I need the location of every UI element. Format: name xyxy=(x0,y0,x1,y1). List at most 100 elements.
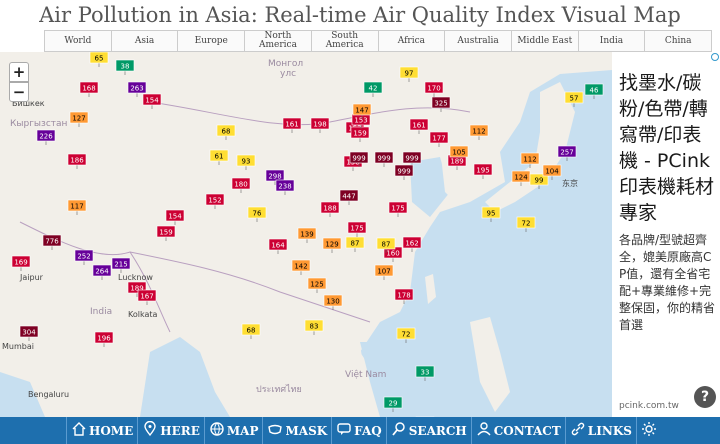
aqi-station-marker[interactable]: 198 xyxy=(310,117,330,133)
aqi-station-marker[interactable]: 178 xyxy=(394,288,414,304)
aqi-station-marker[interactable]: 65 xyxy=(89,52,109,67)
aqi-station-marker[interactable]: 999 xyxy=(394,164,414,180)
nav-tab-north-america[interactable]: North America xyxy=(244,31,311,51)
aqi-station-marker[interactable]: 72 xyxy=(516,216,536,232)
nav-tab-middle-east[interactable]: Middle East xyxy=(510,31,578,51)
toolbar-contact-button[interactable]: CONTACT xyxy=(470,417,565,444)
aqi-station-marker[interactable]: 72 xyxy=(396,327,416,343)
aqi-station-marker[interactable]: 93 xyxy=(236,154,256,170)
aqi-station-marker[interactable]: 159 xyxy=(350,126,370,142)
toolbar-faq-button[interactable]: FAQ xyxy=(331,417,386,444)
nav-tab-asia[interactable]: Asia xyxy=(110,31,178,51)
aqi-station-marker[interactable]: 33 xyxy=(415,365,435,381)
aqi-station-marker[interactable]: 263 xyxy=(127,81,147,97)
nav-tab-australia[interactable]: Australia xyxy=(444,31,511,51)
aqi-station-marker[interactable]: 161 xyxy=(282,117,302,133)
aqi-station-marker[interactable]: 139 xyxy=(297,227,317,243)
ad-headline[interactable]: 找墨水/碳粉/色帶/轉寫帶/印表機 - PCink印表機耗材專家 xyxy=(619,72,715,224)
aqi-map[interactable]: Монгол улс Бишкек Кыргызстан Jaipur Lucknow In… xyxy=(0,52,612,417)
aqi-station-marker[interactable]: 164 xyxy=(268,238,288,254)
ad-panel[interactable]: 找墨水/碳粉/色帶/轉寫帶/印表機 - PCink印表機耗材專家 各品牌/型號超… xyxy=(612,52,720,417)
aqi-station-marker[interactable]: 99 xyxy=(529,173,549,189)
aqi-station-marker[interactable]: 97 xyxy=(399,66,419,82)
toolbar-search-button[interactable]: SEARCH xyxy=(385,417,471,444)
aqi-station-marker[interactable]: 215 xyxy=(111,257,131,273)
aqi-station-marker[interactable]: 264 xyxy=(92,264,112,280)
aqi-station-marker[interactable]: 87 xyxy=(376,237,396,253)
aqi-station-marker[interactable]: 175 xyxy=(388,201,408,217)
aqi-station-marker[interactable]: 57 xyxy=(564,91,584,107)
aqi-station-marker[interactable]: 117 xyxy=(67,199,87,215)
nav-tab-europe[interactable]: Europe xyxy=(177,31,244,51)
ad-domain[interactable]: pcink.com.tw xyxy=(619,401,679,411)
aqi-station-marker[interactable]: 125 xyxy=(307,277,327,293)
toolbar-here-button[interactable]: HERE xyxy=(137,417,204,444)
aqi-station-marker[interactable]: 252 xyxy=(74,249,94,265)
nav-tab-india[interactable]: India xyxy=(577,31,645,51)
aqi-station-marker[interactable]: 105 xyxy=(449,145,469,161)
aqi-station-marker[interactable]: 195 xyxy=(473,163,493,179)
aqi-station-marker[interactable]: 999 xyxy=(349,151,369,167)
aqi-station-marker[interactable]: 68 xyxy=(241,323,261,339)
aqi-station-marker[interactable]: 104 xyxy=(542,164,562,180)
aqi-station-marker[interactable]: 112 xyxy=(520,152,540,168)
aqi-station-marker[interactable]: 999 xyxy=(374,151,394,167)
nav-tab-world[interactable]: World xyxy=(44,31,111,51)
aqi-station-marker[interactable]: 167 xyxy=(137,289,157,305)
aqi-station-marker[interactable]: 162 xyxy=(402,236,422,252)
aqi-station-marker[interactable]: 42 xyxy=(363,81,383,97)
aqi-station-marker[interactable]: 168 xyxy=(79,81,99,97)
aqi-station-marker[interactable]: 189 xyxy=(127,281,147,297)
aqi-station-marker[interactable]: 112 xyxy=(469,124,489,140)
aqi-station-marker[interactable]: 188 xyxy=(320,201,340,217)
aqi-station-marker[interactable]: 152 xyxy=(205,193,225,209)
nav-tab-africa[interactable]: Africa xyxy=(377,31,445,51)
aqi-station-marker[interactable]: 159 xyxy=(156,225,176,241)
aqi-station-marker[interactable]: 177 xyxy=(429,131,449,147)
aqi-station-marker[interactable]: 129 xyxy=(322,237,342,253)
aqi-station-marker[interactable]: 130 xyxy=(323,294,343,310)
nav-tab-south-america[interactable]: South America xyxy=(310,31,378,51)
aqi-station-marker[interactable]: 175 xyxy=(347,221,367,237)
aqi-station-marker[interactable]: 29 xyxy=(383,396,403,412)
aqi-station-marker[interactable]: 776 xyxy=(42,234,62,250)
toolbar-map-button[interactable]: MAP xyxy=(203,417,263,444)
zoom-in-button[interactable]: + xyxy=(9,62,29,82)
aqi-station-marker[interactable]: 154 xyxy=(165,209,185,225)
nav-tab-china[interactable]: China xyxy=(644,31,713,51)
aqi-station-marker[interactable]: 38 xyxy=(115,59,135,75)
aqi-station-marker[interactable]: 161 xyxy=(409,118,429,134)
help-button[interactable]: ? xyxy=(694,386,716,408)
aqi-station-marker[interactable]: 147 xyxy=(352,103,372,119)
aqi-station-marker[interactable]: 257 xyxy=(557,145,577,161)
toolbar-settings-button[interactable] xyxy=(635,417,663,444)
aqi-station-marker[interactable]: 447 xyxy=(339,189,359,205)
aqi-station-marker[interactable]: 325 xyxy=(431,96,451,112)
aqi-station-marker[interactable]: 298 xyxy=(265,169,285,185)
aqi-station-marker[interactable]: 83 xyxy=(304,319,324,335)
aqi-station-marker[interactable]: 186 xyxy=(67,153,87,169)
aqi-station-marker[interactable]: 196 xyxy=(94,331,114,347)
aqi-station-marker[interactable]: 169 xyxy=(11,255,31,271)
aqi-station-marker[interactable]: 68 xyxy=(216,124,236,140)
aqi-station-marker[interactable]: 226 xyxy=(36,129,56,145)
zoom-out-button[interactable]: − xyxy=(9,82,29,102)
aqi-station-marker[interactable]: 170 xyxy=(424,81,444,97)
aqi-station-marker[interactable]: 180 xyxy=(231,177,251,193)
toolbar-home-button[interactable]: HOME xyxy=(66,417,137,444)
aqi-station-marker[interactable]: 107 xyxy=(374,264,394,280)
aqi-station-marker[interactable]: 304 xyxy=(19,325,39,341)
aqi-station-marker[interactable]: 142 xyxy=(291,259,311,275)
toolbar-links-button[interactable]: LINKS xyxy=(564,417,636,444)
ad-choices-icon[interactable] xyxy=(711,53,719,61)
aqi-station-marker[interactable]: 95 xyxy=(481,206,501,222)
aqi-station-marker[interactable]: 87 xyxy=(345,236,365,252)
aqi-station-marker[interactable]: 76 xyxy=(247,206,267,222)
aqi-station-marker[interactable]: 238 xyxy=(275,179,295,195)
aqi-station-marker[interactable]: 154 xyxy=(142,93,162,109)
toolbar-mask-button[interactable]: MASK xyxy=(262,417,331,444)
aqi-station-marker[interactable]: 46 xyxy=(584,83,604,99)
aqi-station-marker[interactable]: 61 xyxy=(209,149,229,165)
aqi-station-marker[interactable]: 127 xyxy=(69,111,89,127)
